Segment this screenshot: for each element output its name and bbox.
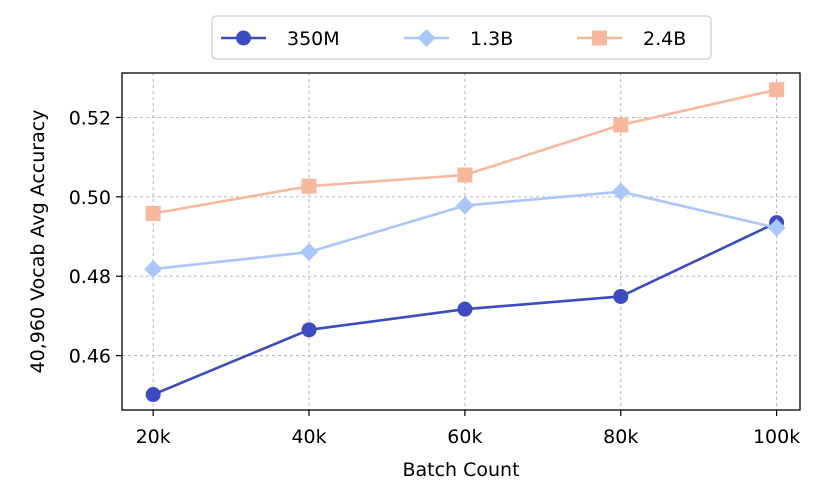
y-tick-label: 0.48 xyxy=(69,266,111,288)
data-point-2-4b xyxy=(301,178,317,194)
x-tick-label: 40k xyxy=(291,426,326,448)
data-point-1-3b xyxy=(611,182,630,201)
data-point-1-3b xyxy=(455,196,474,215)
x-axis-ticks: 20k 40k 60k 80k 100k xyxy=(136,410,800,448)
legend-label: 2.4B xyxy=(643,28,686,50)
legend-item-1-3b: 1.3B xyxy=(404,28,513,50)
data-point-1-3b xyxy=(300,243,319,262)
data-point-2-4b xyxy=(457,167,473,183)
grid-lines xyxy=(122,73,800,410)
data-point-350m xyxy=(301,322,317,338)
series-2-4b xyxy=(145,82,785,222)
data-point-2-4b xyxy=(145,206,161,222)
legend-box xyxy=(211,15,712,60)
x-tick-label: 80k xyxy=(603,426,638,448)
x-tick-label: 60k xyxy=(447,426,482,448)
legend: 350M 1.3B 2.4B xyxy=(211,15,712,60)
data-point-1-3b xyxy=(767,218,786,237)
plot-frame xyxy=(121,72,801,411)
x-axis-label: Batch Count xyxy=(402,459,519,481)
legend-marker xyxy=(417,29,436,47)
y-tick-label: 0.50 xyxy=(69,187,111,209)
series-1-3b xyxy=(144,182,786,279)
legend-item-2-4b: 2.4B xyxy=(577,28,686,50)
legend-item-350m: 350M xyxy=(221,28,340,50)
legend-marker xyxy=(592,30,607,46)
data-point-350m xyxy=(457,301,473,317)
y-tick-label: 0.46 xyxy=(69,346,111,368)
data-point-350m xyxy=(613,288,629,304)
y-axis-label: 40,960 Vocab Avg Accuracy xyxy=(27,110,49,374)
legend-label: 350M xyxy=(287,28,340,50)
y-tick-label: 0.52 xyxy=(69,107,111,129)
series-layer xyxy=(144,82,786,403)
data-point-2-4b xyxy=(769,82,785,98)
legend-label: 1.3B xyxy=(470,28,513,50)
legend-marker xyxy=(236,30,251,46)
data-point-2-4b xyxy=(613,117,629,133)
x-tick-label: 20k xyxy=(136,426,171,448)
y-axis-ticks: 0.46 0.48 0.50 0.52 xyxy=(69,107,122,368)
data-point-350m xyxy=(145,387,161,403)
x-tick-label: 100k xyxy=(753,426,800,448)
data-point-1-3b xyxy=(144,260,163,279)
